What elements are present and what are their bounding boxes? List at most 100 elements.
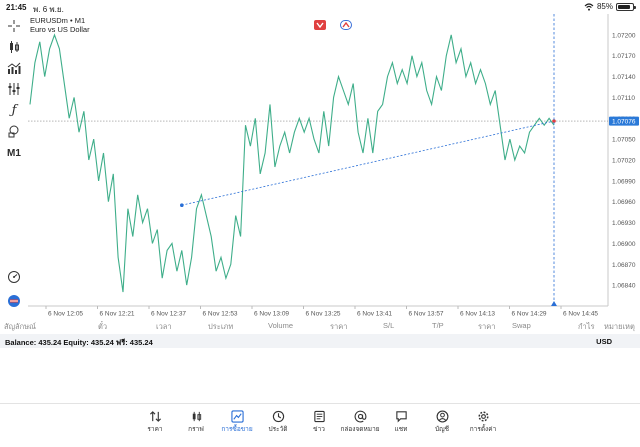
shapes-icon[interactable] xyxy=(5,123,23,139)
buy-arrow-icon xyxy=(342,22,350,28)
status-right: 85% xyxy=(584,2,636,11)
tab-accounts[interactable]: บัญชี xyxy=(422,408,462,434)
balance-currency: USD xyxy=(596,337,612,346)
tab-mailbox[interactable]: กล่องจดหมาย xyxy=(340,408,380,434)
y-tick-label: 1.07050 xyxy=(612,137,636,144)
tab-mailbox-label: กล่องจดหมาย xyxy=(340,426,380,433)
y-tick-label: 1.06930 xyxy=(612,220,636,227)
x-tick-label: 6 Nov 12:21 xyxy=(100,311,135,318)
mailbox-at-icon xyxy=(354,410,366,422)
col-sl[interactable]: S/L xyxy=(383,321,395,330)
col-swap[interactable]: Swap xyxy=(512,321,531,330)
col-tp[interactable]: T/P xyxy=(432,321,444,330)
buy-button[interactable] xyxy=(340,20,352,30)
trade-logo-icon[interactable] xyxy=(5,293,23,309)
tab-quotes-label: ราคา xyxy=(147,426,163,433)
indicators-icon[interactable] xyxy=(5,60,23,76)
x-tick-label: 6 Nov 14:13 xyxy=(460,311,495,318)
settings-gear-icon xyxy=(477,410,489,422)
wifi-icon xyxy=(584,2,594,11)
battery-percent: 85% xyxy=(596,2,613,11)
trend-start-point xyxy=(180,203,184,207)
positions-table-header: สัญลักษณ์ ตั๋ว เวลา ประเภท Volume ราคา S… xyxy=(0,320,640,334)
x-tick-label: 6 Nov 14:45 xyxy=(563,311,598,318)
bottom-tab-bar: ราคา กราฟ การซื้อขาย ประวัติ ข่าว กล่องจ… xyxy=(0,403,640,447)
tab-chat-label: แชท xyxy=(394,426,408,433)
balance-bar: Balance: 435.24 Equity: 435.24 ฟรี: 435.… xyxy=(0,334,640,348)
tab-history-label: ประวัติ xyxy=(268,426,288,433)
x-tick-label: 6 Nov 13:09 xyxy=(254,311,289,318)
cursor-marker xyxy=(551,301,557,306)
tab-settings[interactable]: การตั้งค่า xyxy=(463,408,503,434)
tab-accounts-label: บัญชี xyxy=(434,426,450,433)
battery-fill xyxy=(618,4,630,9)
quotes-arrows-icon xyxy=(149,410,161,422)
history-clock-icon xyxy=(272,410,284,422)
x-tick-label: 6 Nov 12:37 xyxy=(151,311,186,318)
one-click-trade xyxy=(314,20,352,30)
tab-quotes[interactable]: ราคา xyxy=(135,408,175,434)
chart-symbol: EURUSDm • M1 xyxy=(30,16,86,25)
col-ticket[interactable]: ตั๋ว xyxy=(98,322,108,331)
price-series-line xyxy=(29,33,555,293)
y-tick-label: 1.06960 xyxy=(612,199,636,206)
y-tick-label: 1.07020 xyxy=(612,158,636,165)
tab-chat[interactable]: แชท xyxy=(381,408,421,434)
y-tick-label: 1.06870 xyxy=(612,262,636,269)
timeframe-button[interactable]: M1 xyxy=(7,147,21,159)
battery-icon xyxy=(616,2,636,11)
col-volume[interactable]: Volume xyxy=(268,321,294,330)
y-tick-label: 1.07140 xyxy=(612,74,636,81)
status-date: พ. 6 พ.ย. xyxy=(33,5,64,14)
function-glyph: ƒ xyxy=(11,102,17,118)
x-tick-label: 6 Nov 13:41 xyxy=(357,311,392,318)
sell-button[interactable] xyxy=(314,20,326,30)
x-tick-label: 6 Nov 13:25 xyxy=(306,311,341,318)
trend-line xyxy=(181,120,555,206)
col-type[interactable]: ประเภท xyxy=(208,322,234,331)
candles-chart-icon xyxy=(192,411,201,421)
col-price-open[interactable]: ราคา xyxy=(330,322,348,331)
col-price-current[interactable]: ราคา xyxy=(478,322,496,331)
y-tick-label: 1.06990 xyxy=(612,178,636,185)
status-bar: 21:45 พ. 6 พ.ย. 85% xyxy=(0,0,640,14)
tab-news-label: ข่าว xyxy=(313,426,325,433)
col-profit[interactable]: กำไร xyxy=(578,322,595,331)
x-tick-label: 6 Nov 13:57 xyxy=(409,311,444,318)
current-price-badge xyxy=(609,116,639,126)
tab-trade[interactable]: การซื้อขาย xyxy=(217,408,257,434)
candles-icon[interactable] xyxy=(5,39,23,55)
price-chart[interactable]: 1.072001.071701.071401.071101.070801.070… xyxy=(28,14,640,320)
tab-chart-label: กราฟ xyxy=(188,426,204,433)
y-tick-label: 1.07110 xyxy=(612,95,635,102)
sell-arrow-icon xyxy=(316,22,324,28)
function-icon[interactable]: ƒ xyxy=(5,102,23,118)
current-price-label: 1.07076 xyxy=(612,119,636,126)
chart-description: Euro vs US Dollar xyxy=(30,25,90,34)
col-time[interactable]: เวลา xyxy=(156,322,172,331)
crosshair-icon[interactable] xyxy=(5,18,23,34)
tab-trade-label: การซื้อขาย xyxy=(221,426,253,433)
account-user-icon xyxy=(436,410,448,422)
col-symbol[interactable]: สัญลักษณ์ xyxy=(4,322,37,331)
trend-end-point xyxy=(552,119,556,123)
col-comment[interactable]: หมายเหตุ xyxy=(604,322,635,331)
speedometer-icon[interactable] xyxy=(5,269,23,285)
chart-area[interactable]: 1.072001.071701.071401.071101.070801.070… xyxy=(28,14,640,320)
y-tick-label: 1.07170 xyxy=(612,53,636,60)
balance-text: Balance: 435.24 Equity: 435.24 ฟรี: 435.… xyxy=(5,338,153,347)
tab-news[interactable]: ข่าว xyxy=(299,408,339,434)
objects-icon[interactable] xyxy=(5,81,23,97)
y-tick-label: 1.06840 xyxy=(612,283,636,290)
chart-toolbar: ƒ M1 xyxy=(0,14,28,320)
x-tick-label: 6 Nov 12:53 xyxy=(203,311,238,318)
x-tick-label: 6 Nov 12:05 xyxy=(48,311,83,318)
news-book-icon xyxy=(313,410,325,422)
status-time: 21:45 xyxy=(6,3,27,12)
y-tick-label: 1.07200 xyxy=(612,32,636,39)
tab-settings-label: การตั้งค่า xyxy=(469,426,497,433)
trade-chart-icon xyxy=(230,409,244,423)
y-tick-label: 1.06900 xyxy=(612,241,636,248)
tab-chart[interactable]: กราฟ xyxy=(176,408,216,434)
tab-history[interactable]: ประวัติ xyxy=(258,408,298,434)
